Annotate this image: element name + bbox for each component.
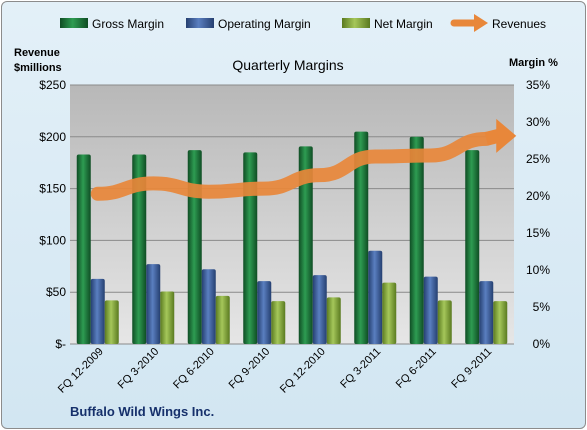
x-tick-label: FQ 9-2010 (227, 346, 273, 392)
bar-operating-margin (423, 276, 438, 344)
left-tick-label: $150 (39, 182, 66, 196)
company-label: Buffalo Wild Wings Inc. (70, 404, 214, 419)
bar-net-margin (215, 295, 230, 344)
revenue-line-tail (484, 129, 500, 146)
revenue-line (90, 131, 494, 201)
bar-operating-margin (90, 278, 105, 344)
left-tick-labels: $- $50 $100 $150 $200 $250 (39, 78, 66, 351)
bar-gross-margin (187, 150, 202, 344)
bar-net-margin (382, 282, 397, 344)
legend-label-gross: Gross Margin (92, 17, 164, 31)
x-tick-label: FQ 3-2010 (116, 346, 162, 392)
chart-title: Quarterly Margins (232, 57, 343, 73)
right-tick-label: 20% (526, 189, 550, 203)
legend-swatch-gross (60, 18, 88, 28)
bar-operating-margin (146, 264, 161, 344)
bar-gross-margin (409, 136, 424, 344)
bar-operating-margin (368, 250, 383, 344)
bar-net-margin (437, 300, 452, 344)
revenue-line-group (90, 118, 517, 201)
x-tick-label: FQ 6-2010 (171, 346, 217, 392)
bar-gross-margin (354, 131, 369, 344)
bar-operating-margin (312, 275, 327, 344)
bar-net-margin (160, 291, 175, 344)
bar-operating-margin (479, 281, 494, 344)
legend-label-operating: Operating Margin (218, 17, 311, 31)
right-axis-title: Margin % (509, 57, 558, 69)
bar-operating-margin (201, 269, 216, 344)
bar-gross-margin (298, 146, 313, 344)
bar-gross-margin (132, 154, 147, 344)
x-tick-label: FQ 6-2011 (394, 346, 439, 391)
bar-gross-margin (243, 152, 258, 344)
left-tick-label: $50 (46, 285, 66, 299)
right-tick-label: 0% (533, 337, 551, 351)
left-axis-title-line2: $millions (14, 62, 62, 74)
legend-label-revenues: Revenues (492, 17, 546, 31)
right-tick-label: 10% (526, 263, 550, 277)
right-tick-label: 5% (533, 300, 551, 314)
legend: Gross Margin Operating Margin Net Margin… (60, 14, 546, 32)
bar-net-margin (271, 301, 286, 344)
legend-swatch-operating (186, 18, 214, 28)
bar-gross-margin (76, 154, 91, 344)
bar-gross-margin (465, 150, 480, 344)
x-tick-label: FQ 3-2011 (338, 346, 383, 391)
legend-label-net: Net Margin (374, 17, 433, 31)
bar-net-margin (493, 301, 508, 344)
x-tick-labels: FQ 12-2009 FQ 3-2010 FQ 6-2010 FQ 9-2010 FQ … (56, 346, 494, 396)
right-tick-label: 30% (526, 115, 550, 129)
legend-arrowhead-icon (474, 14, 488, 32)
right-tick-label: 25% (526, 152, 550, 166)
revenue-arrowhead-icon (496, 118, 517, 153)
right-tick-labels: 0% 5% 10% 15% 20% 25% 30% 35% (526, 78, 550, 351)
left-axis-title-line1: Revenue (14, 47, 60, 59)
left-tick-label: $- (55, 337, 66, 351)
bars-group (76, 131, 508, 344)
bar-net-margin (104, 300, 119, 344)
x-tick-label: FQ 9-2011 (449, 346, 494, 391)
x-tick-label: FQ 12-2010 (278, 346, 328, 396)
left-tick-label: $250 (39, 78, 66, 92)
left-tick-label: $200 (39, 130, 66, 144)
bar-operating-margin (257, 281, 272, 344)
left-tick-label: $100 (39, 233, 66, 247)
x-tick-label: FQ 12-2009 (56, 346, 106, 396)
right-tick-label: 35% (526, 78, 550, 92)
bar-net-margin (326, 297, 341, 344)
right-tick-label: 15% (526, 226, 550, 240)
legend-swatch-net (342, 18, 370, 28)
